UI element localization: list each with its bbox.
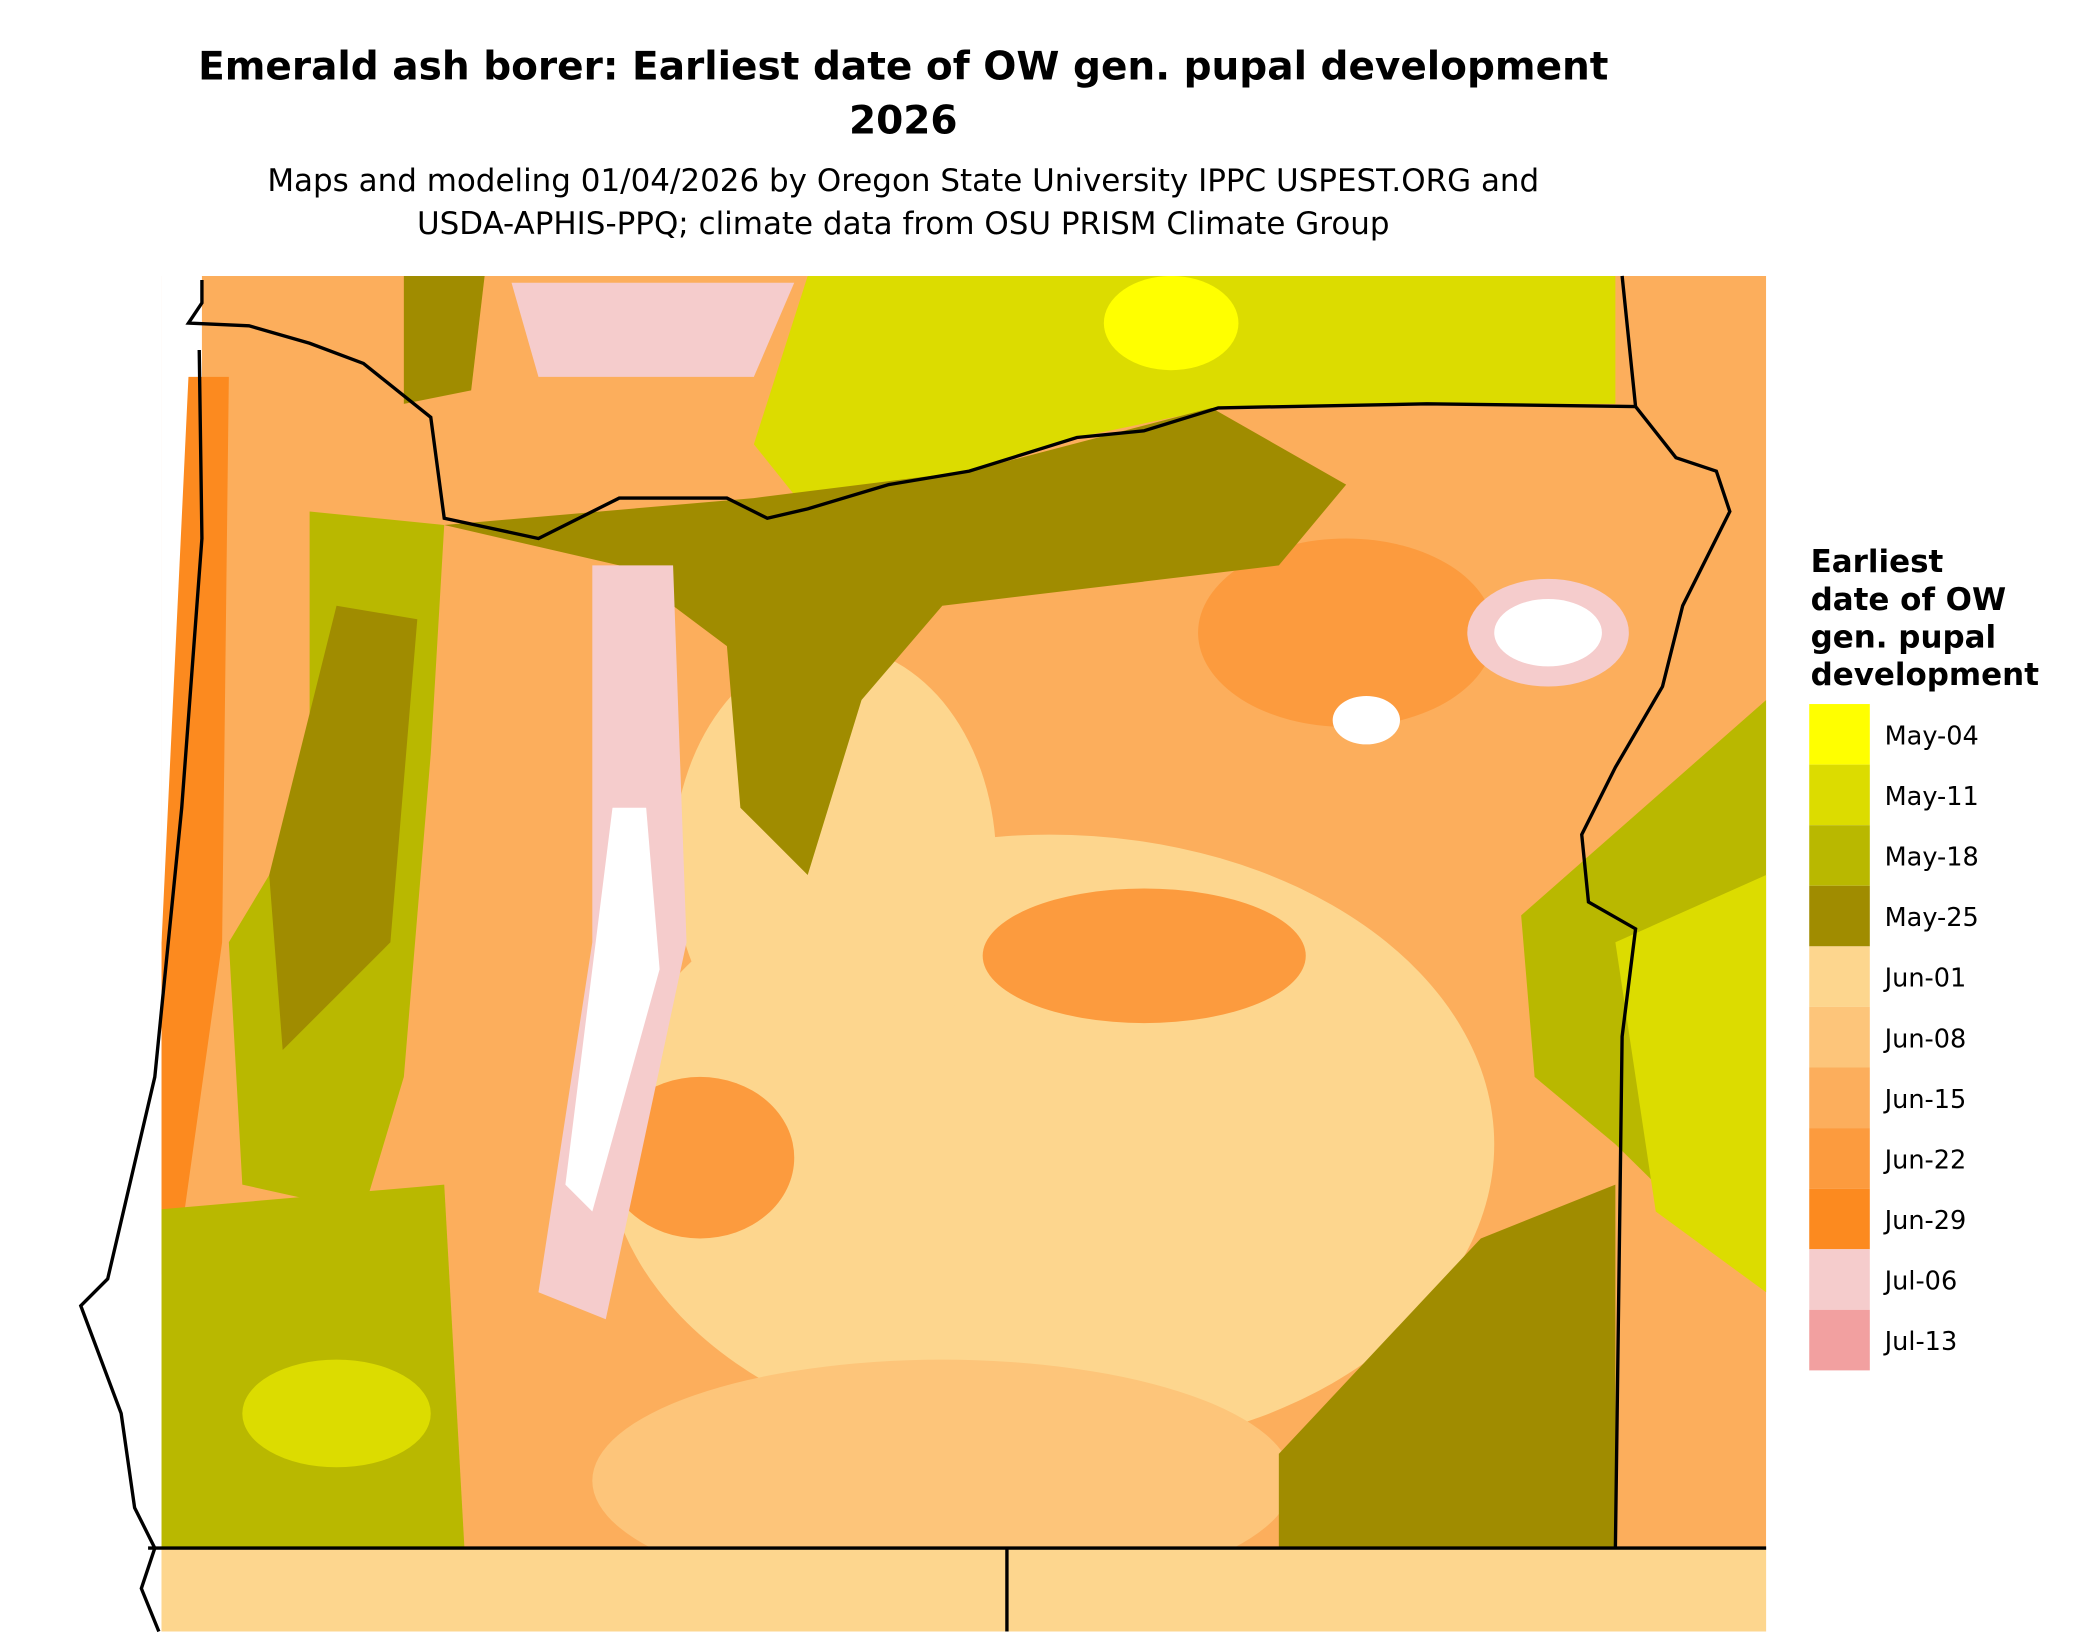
legend-label: Jun-29: [1883, 1206, 1967, 1236]
legend-swatch: [1809, 946, 1870, 1007]
legend-swatch: [1809, 1128, 1870, 1189]
legend-label: Jun-08: [1883, 1024, 1967, 1054]
legend-label: Jun-01: [1883, 964, 1967, 994]
legend-title: Earliest: [1811, 544, 1944, 580]
legend-label: May-04: [1885, 721, 1979, 751]
subtitle: USDA-APHIS-PPQ; climate data from OSU PR…: [417, 206, 1390, 242]
legend-swatch: [1809, 825, 1870, 886]
legend-label: May-18: [1885, 843, 1979, 873]
legend-swatch: [1809, 1067, 1870, 1129]
legend-label: May-11: [1885, 782, 1979, 812]
legend-title: date of OW: [1811, 582, 2007, 618]
subtitle: Maps and modeling 01/04/2026 by Oregon S…: [267, 163, 1539, 199]
legend-label: Jun-15: [1883, 1085, 1967, 1115]
legend-title: development: [1811, 657, 2040, 693]
legend-swatch: [1809, 1309, 1870, 1371]
legend-swatch: [1809, 1188, 1870, 1250]
legend-swatch: [1809, 704, 1870, 765]
legend-swatch: [1809, 764, 1870, 826]
legend-swatch: [1809, 885, 1870, 947]
boundaries: [78, 275, 1767, 1633]
title: Emerald ash borer: Earliest date of OW g…: [198, 44, 1608, 89]
legend-label: Jul-13: [1883, 1327, 1958, 1357]
legend-label: Jun-22: [1883, 1145, 1967, 1175]
title: 2026: [849, 98, 958, 143]
legend-swatch: [1809, 1249, 1870, 1310]
raster: [161, 275, 1767, 1632]
legend-swatch: [1809, 1006, 1870, 1068]
legend-title: gen. pupal: [1811, 620, 1997, 656]
legend-label: May-25: [1885, 903, 1979, 933]
legend-label: Jul-06: [1883, 1267, 1958, 1297]
